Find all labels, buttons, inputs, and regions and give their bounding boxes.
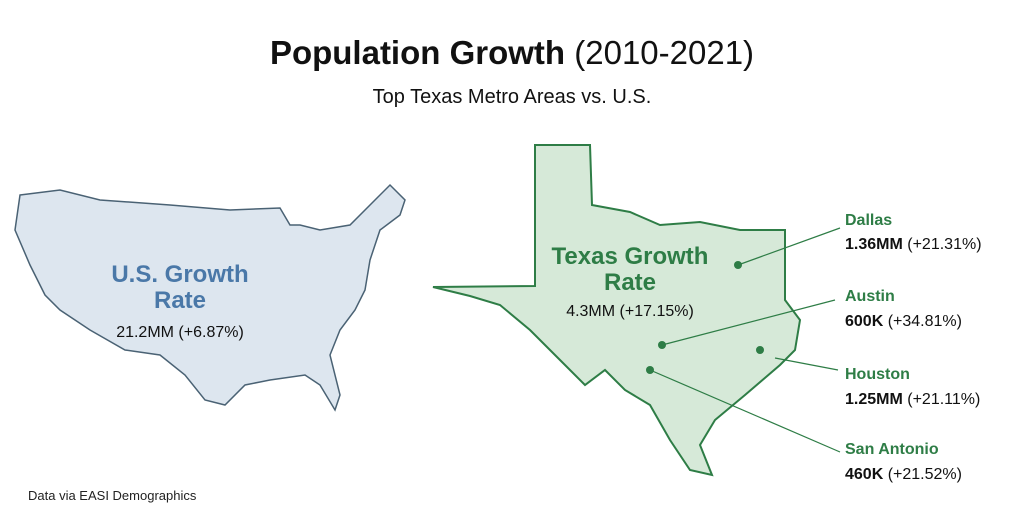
city-dot — [658, 341, 666, 349]
city-pop: 460K — [845, 466, 884, 483]
city-name: San Antonio — [845, 441, 939, 458]
city-value: 460K (+21.52%) — [845, 466, 962, 484]
city-dot — [756, 346, 764, 354]
city-change: (+34.81%) — [887, 313, 962, 330]
city-pop: 1.36MM — [845, 236, 903, 253]
city-value: 600K (+34.81%) — [845, 313, 962, 331]
us-map — [14, 183, 406, 412]
leader-lines — [649, 227, 841, 453]
texas-value: 4.3MM (+17.15%) — [566, 303, 694, 320]
title-main: Population Growth — [269, 34, 566, 71]
city-name: Houston — [845, 366, 910, 383]
city-name: Austin — [845, 288, 895, 305]
city-dot — [734, 261, 742, 269]
leader-line — [774, 357, 839, 371]
title-years: (2010-2021) — [574, 34, 755, 71]
subtitle: Top Texas Metro Areas vs. U.S. — [372, 86, 652, 108]
city-pop: 1.25MM — [845, 391, 903, 408]
city-change: (+21.52%) — [887, 466, 962, 483]
texas-label: Texas Growth Rate — [551, 243, 709, 296]
city-change: (+21.11%) — [907, 391, 981, 408]
city-change: (+21.31%) — [907, 236, 982, 253]
city-name: Dallas — [845, 212, 893, 229]
leader-line — [661, 299, 836, 346]
city-dot — [646, 366, 654, 374]
city-pop: 600K — [845, 313, 884, 330]
city-value: 1.25MM (+21.11%) — [845, 391, 980, 409]
city-dots — [646, 261, 764, 374]
texas-map — [432, 144, 802, 477]
source-note: Data via EASI Demographics — [28, 488, 197, 503]
us-value: 21.2MM (+6.87%) — [116, 324, 244, 341]
leader-line — [649, 369, 841, 453]
leader-line — [737, 227, 841, 266]
title: Population Growth (2010-2021) — [0, 34, 1024, 72]
us-label: U.S. Growth Rate — [111, 261, 249, 314]
city-value: 1.36MM (+21.31%) — [845, 236, 982, 254]
